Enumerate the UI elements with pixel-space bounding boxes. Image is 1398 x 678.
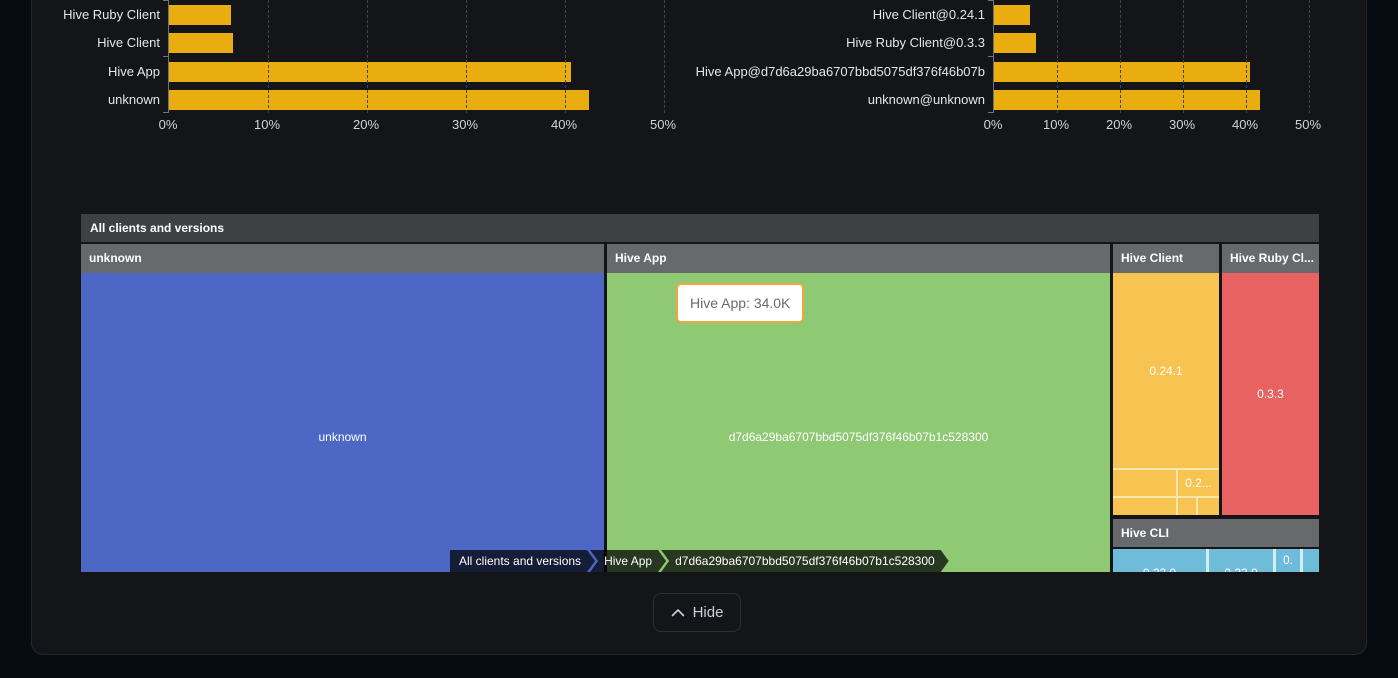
cell-label-0-3-3: 0.3.3 bbox=[1257, 387, 1284, 401]
gridline bbox=[466, 0, 467, 113]
treemap-cell-hive-client-sub1[interactable] bbox=[1113, 470, 1176, 496]
bar-unknown-unknown[interactable] bbox=[994, 90, 1261, 111]
cell-label-hive-cli-2: 0.23.0 bbox=[1209, 566, 1273, 572]
gridline bbox=[1309, 0, 1310, 113]
cell-label-hive-app-hash: d7d6a29ba6707bbd5075df376f46b07b1c528300 bbox=[728, 430, 989, 444]
x-tick-label: 0% bbox=[983, 117, 1003, 132]
breadcrumb-item-root[interactable]: All clients and versions bbox=[450, 550, 595, 572]
bar-hive-app-d7d6a29ba6707bbd5075df376f46b07[interactable] bbox=[994, 61, 1251, 82]
bar-hive-client[interactable] bbox=[169, 33, 234, 54]
chevron-up-icon bbox=[671, 609, 684, 617]
treemap-cell-unknown[interactable]: unknown bbox=[81, 273, 604, 572]
gridline bbox=[1183, 0, 1184, 113]
x-tick-label: 20% bbox=[1105, 117, 1133, 132]
category-label: Hive Ruby Client@0.3.3 bbox=[846, 35, 985, 51]
gridline bbox=[268, 0, 269, 113]
category-label: Hive App@d7d6a29ba6707bbd5075df376f46b07… bbox=[695, 63, 985, 79]
gridline bbox=[367, 0, 368, 113]
versions-chart-category-axis: Hive Client@0.24.1 Hive Ruby Client@0.3.3… bbox=[690, 0, 985, 115]
clients-chart-x-axis: 0% 10% 20% 30% 40% 50% bbox=[159, 117, 676, 133]
treemap-section-hive-client: Hive Client 0.24.1 0.2... bbox=[1113, 244, 1219, 515]
cell-label-unknown: unknown bbox=[318, 430, 367, 444]
treemap-cell-hive-client-sub3[interactable] bbox=[1113, 498, 1176, 515]
treemap-section-hive-cli: Hive CLI 0.23.0 0.23.0 0. bbox=[1113, 519, 1319, 572]
category-label: Hive App bbox=[107, 63, 160, 79]
treemap-title-bar[interactable]: All clients and versions bbox=[81, 214, 1319, 242]
treemap-header-hive-app[interactable]: Hive App bbox=[607, 244, 1110, 273]
versions-chart-plot-area bbox=[988, 0, 1310, 113]
clients-chart-category-axis: Hive Ruby Client Hive Client Hive App unkno… bbox=[0, 0, 160, 115]
versions-chart-x-axis: 0% 10% 20% 30% 40% 50% bbox=[984, 117, 1321, 133]
x-tick-label: 30% bbox=[451, 117, 479, 132]
clients-chart-plot-area bbox=[163, 0, 665, 113]
category-label: unknown bbox=[107, 92, 160, 108]
axis-tick bbox=[163, 0, 169, 1]
bar-hive-client-0-24-1[interactable] bbox=[994, 5, 1030, 25]
treemap-header-unknown[interactable]: unknown bbox=[81, 244, 604, 273]
bar-hive-ruby-client[interactable] bbox=[169, 5, 232, 25]
hide-button[interactable]: Hide bbox=[653, 593, 741, 632]
gridline bbox=[1057, 0, 1058, 113]
cell-label-0-2-truncated: 0.2... bbox=[1185, 476, 1212, 490]
x-tick-label: 40% bbox=[1231, 117, 1259, 132]
treemap-hive-cli-cells: 0.23.0 0.23.0 0. bbox=[1113, 549, 1319, 572]
treemap-cell-hive-client-sub5[interactable] bbox=[1198, 498, 1219, 515]
bar-unknown[interactable] bbox=[169, 90, 589, 111]
tooltip: Hive App: 34.0K bbox=[676, 283, 805, 323]
x-tick-label: 30% bbox=[1168, 117, 1196, 132]
treemap-cell-hive-cli-3[interactable]: 0. bbox=[1276, 549, 1300, 572]
x-tick-label: 10% bbox=[1042, 117, 1070, 132]
treemap-cell-0-3-3[interactable]: 0.3.3 bbox=[1222, 273, 1319, 515]
category-label: Hive Client bbox=[97, 35, 160, 51]
hide-button-label: Hide bbox=[692, 604, 724, 621]
treemap-cell-hive-cli-2[interactable]: 0.23.0 bbox=[1209, 549, 1273, 572]
cell-label-hive-cli-1: 0.23.0 bbox=[1113, 566, 1206, 572]
axis-tick bbox=[163, 56, 169, 57]
x-tick-label: 20% bbox=[352, 117, 380, 132]
gridline bbox=[1246, 0, 1247, 113]
treemap-cell-hive-client-sub4[interactable] bbox=[1178, 498, 1196, 515]
breadcrumb-item-hive-app[interactable]: Hive App bbox=[590, 550, 666, 572]
x-tick-label: 10% bbox=[253, 117, 281, 132]
category-label: Hive Client@0.24.1 bbox=[872, 7, 985, 22]
x-tick-label: 50% bbox=[649, 117, 677, 132]
treemap-section-unknown: unknown unknown bbox=[81, 244, 604, 572]
treemap-header-hive-cli[interactable]: Hive CLI bbox=[1113, 519, 1319, 547]
treemap-cell-hive-cli-4[interactable] bbox=[1303, 549, 1319, 572]
cell-label-0-24-1: 0.24.1 bbox=[1149, 363, 1183, 378]
gridline bbox=[664, 0, 665, 113]
treemap-section-hive-ruby-client: Hive Ruby Cl... 0.3.3 bbox=[1222, 244, 1319, 515]
gridline bbox=[1120, 0, 1121, 113]
treemap-header-hive-client[interactable]: Hive Client bbox=[1113, 244, 1219, 273]
x-tick-label: 40% bbox=[550, 117, 578, 132]
treemap-breadcrumb: All clients and versions Hive App d7d6a2… bbox=[450, 550, 949, 572]
x-tick-label: 50% bbox=[1294, 117, 1322, 132]
treemap-cell-hive-cli-1[interactable]: 0.23.0 bbox=[1113, 549, 1206, 572]
axis-tick bbox=[988, 0, 994, 1]
bar-hive-app[interactable] bbox=[169, 61, 571, 82]
breadcrumb-item-hash[interactable]: d7d6a29ba6707bbd5075df376f46b07b1c528300 bbox=[661, 550, 949, 572]
treemap-header-hive-ruby-client[interactable]: Hive Ruby Cl... bbox=[1222, 244, 1319, 273]
category-label: unknown@unknown bbox=[867, 92, 985, 108]
axis-tick bbox=[988, 112, 994, 113]
axis-tick bbox=[988, 56, 994, 57]
bar-hive-ruby-client-0-3-3[interactable] bbox=[994, 33, 1036, 54]
tooltip-text: Hive App: 34.0K bbox=[690, 295, 791, 311]
x-tick-label: 0% bbox=[158, 117, 178, 132]
cell-label-hive-cli-3: 0. bbox=[1282, 553, 1293, 567]
treemap-chart: All clients and versions unknown unknown… bbox=[81, 214, 1319, 572]
category-label: Hive Ruby Client bbox=[63, 7, 160, 22]
gridline bbox=[565, 0, 566, 113]
axis-tick bbox=[163, 112, 169, 113]
treemap-cell-hive-client-sub2[interactable]: 0.2... bbox=[1178, 470, 1219, 496]
treemap-hive-client-cells: 0.24.1 0.2... bbox=[1113, 273, 1219, 515]
treemap-cell-0-24-1[interactable]: 0.24.1 bbox=[1113, 273, 1219, 468]
